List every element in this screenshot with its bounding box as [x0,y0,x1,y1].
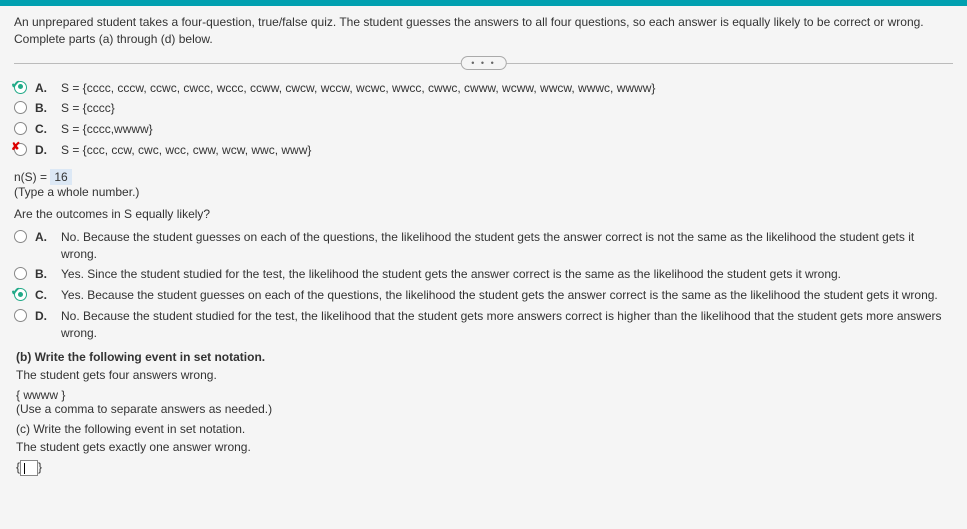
q2-prompt: Are the outcomes in S equally likely? [14,207,953,221]
check-icon: ✔ [11,78,20,93]
radio-b[interactable] [14,101,27,114]
part-b: (b) Write the following event in set not… [16,350,953,476]
option-text: No. Because the student studied for the … [61,308,953,342]
option-text: No. Because the student guesses on each … [61,229,953,263]
part-b-hint: (Use a comma to separate answers as need… [16,402,953,416]
option-text: S = {cccc, cccw, ccwc, cwcc, wccc, ccww,… [61,80,655,97]
option-text: S = {cccc} [61,100,115,117]
q2-option-c[interactable]: ✔ C. Yes. Because the student guesses on… [14,287,953,304]
option-c[interactable]: C. S = {cccc,wwww} [14,121,953,138]
option-text: Yes. Because the student guesses on each… [61,287,938,304]
option-b[interactable]: B. S = {cccc} [14,100,953,117]
option-a[interactable]: ✔ A. S = {cccc, cccw, ccwc, cwcc, wccc, … [14,80,953,97]
brace-right: } [38,460,42,474]
content: An unprepared student takes a four-quest… [0,6,967,476]
question-prompt: An unprepared student takes a four-quest… [14,14,953,48]
option-text: Yes. Since the student studied for the t… [61,266,841,283]
radio-c[interactable] [14,122,27,135]
option-label: C. [35,287,53,304]
q2-option-b[interactable]: B. Yes. Since the student studied for th… [14,266,953,283]
option-text: S = {ccc, ccw, cwc, wcc, cww, wcw, wwc, … [61,142,311,159]
option-label: B. [35,100,53,117]
option-label: A. [35,229,53,246]
option-label: A. [35,80,53,97]
cross-icon: ✘ [11,140,20,155]
part-c-input[interactable] [20,460,38,476]
option-label: C. [35,121,53,138]
option-text: S = {cccc,wwww} [61,121,153,138]
option-label: D. [35,308,53,325]
part-b-heading: (b) Write the following event in set not… [16,350,265,364]
ns-hint: (Type a whole number.) [14,185,953,199]
q2-option-d[interactable]: D. No. Because the student studied for t… [14,308,953,342]
divider: • • • [14,54,953,72]
option-label: B. [35,266,53,283]
part-b-answer[interactable]: { wwww } [16,388,953,402]
part-b-line: The student gets four answers wrong. [16,368,953,382]
check-icon: ✔ [11,285,20,300]
option-label: D. [35,142,53,159]
q2-option-a[interactable]: A. No. Because the student guesses on ea… [14,229,953,263]
radio-q2a[interactable] [14,230,27,243]
part-c-line: The student gets exactly one answer wron… [16,440,953,454]
radio-q2c[interactable]: ✔ [14,288,27,301]
ns-block: n(S) = 16 (Type a whole number.) [14,169,953,199]
part-c-heading: (c) Write the following event in set not… [16,422,245,436]
expand-dots[interactable]: • • • [460,56,506,70]
radio-q2d[interactable] [14,309,27,322]
option-d[interactable]: ✘ D. S = {ccc, ccw, cwc, wcc, cww, wcw, … [14,142,953,159]
ns-prefix: n(S) = [14,170,50,184]
radio-q2b[interactable] [14,267,27,280]
ns-input[interactable]: 16 [50,169,71,185]
radio-a[interactable]: ✔ [14,81,27,94]
radio-d[interactable]: ✘ [14,143,27,156]
